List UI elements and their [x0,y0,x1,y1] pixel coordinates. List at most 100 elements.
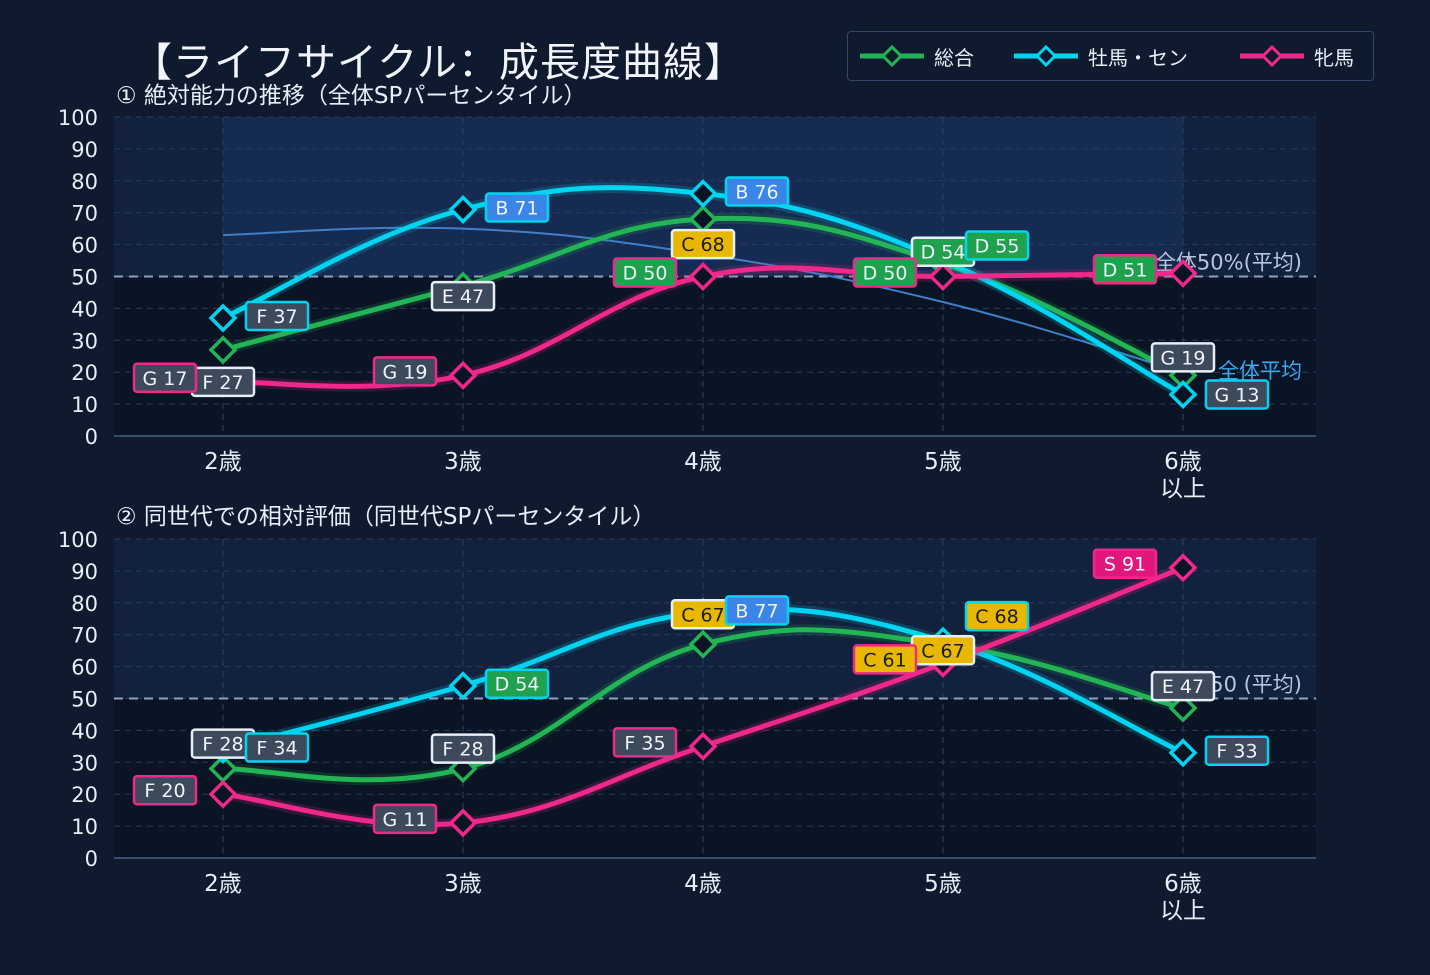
data-label-text: F 28 [442,739,483,761]
data-label-text: D 50 [623,263,668,285]
series-marker [688,179,718,209]
data-label: G 13 [1204,379,1270,410]
data-label-text: C 67 [681,604,724,626]
legend-label-female: 牝馬 [1314,45,1354,70]
y-tick-label: 20 [71,783,98,807]
data-label: E 47 [1150,670,1216,702]
data-label-text: C 61 [863,649,906,671]
data-label-text: G 19 [1161,347,1206,369]
data-label-text: B 77 [735,600,778,622]
data-label: D 55 [964,230,1030,261]
y-tick-label: 100 [58,528,98,552]
data-label: C 67 [910,635,976,666]
y-tick-label: 10 [71,393,98,417]
series-marker [448,195,478,224]
data-label-text: E 47 [442,286,484,308]
y-tick-label: 90 [71,560,98,584]
data-label: F 34 [244,732,310,763]
data-label-text: F 20 [144,780,185,802]
x-tick-label: 5歳 [924,871,962,897]
data-label-text: F 27 [202,372,243,394]
data-label-text: B 71 [495,198,538,220]
data-label: C 68 [964,600,1030,632]
data-label: F 35 [612,727,678,758]
data-label-text: D 54 [495,674,540,696]
series-marker [208,303,238,333]
legend-item-female: 牝馬 [1240,32,1354,80]
average-curve-label: 全体平均 [1218,359,1302,383]
y-tick-label: 10 [71,815,98,839]
page-title: 【ライフサイクル：成長度曲線】 [132,40,745,86]
y-tick-label: 90 [71,138,98,162]
x-tick-label: 3歳 [444,449,482,475]
data-label-text: F 35 [624,732,665,754]
legend-item-male: 牡馬・セン [1014,32,1188,80]
y-tick-label: 60 [71,234,98,258]
series-marker [1168,380,1198,410]
data-label-text: F 28 [202,734,243,756]
series-marker [448,808,478,838]
series-marker [688,731,718,761]
y-tick-label: 50 [71,266,98,290]
data-label: F 33 [1204,735,1270,766]
y-tick-label: 70 [71,202,98,226]
data-label-text: F 33 [1216,741,1257,763]
y-tick-label: 80 [71,170,98,194]
x-tick-label: 4歳 [684,449,722,475]
x-tick-label: 5歳 [924,449,962,475]
data-label: G 17 [132,362,198,394]
y-tick-label: 30 [71,329,98,353]
x-tick-label: 2歳 [204,871,242,897]
data-label: D 50 [852,257,918,288]
x-tick-label: 6歳以上 [1160,449,1206,502]
y-tick-label: 100 [58,106,98,130]
data-label: C 61 [852,644,918,675]
series-marker [1168,738,1198,768]
data-label-text: E 47 [1162,676,1204,698]
data-label: G 19 [1150,342,1216,373]
data-label: D 54 [910,236,976,267]
data-label-text: G 19 [383,361,428,383]
chart-title: ① 絶対能力の推移（全体SPパーセンタイル） [116,83,586,109]
series-marker [688,629,718,659]
data-label-text: D 54 [921,242,966,264]
series-marker [208,779,238,809]
series-marker [1168,258,1198,288]
chart-title: ② 同世代での相対評価（同世代SPパーセンタイル） [116,504,655,530]
y-tick-label: 30 [71,751,98,775]
legend-swatch-male-icon [1014,44,1078,68]
y-tick-label: 0 [85,425,98,449]
series-marker [1168,553,1198,583]
y-tick-label: 50 [71,688,98,712]
x-tick-label: 6歳以上 [1160,871,1206,924]
x-tick-label: 3歳 [444,871,482,897]
data-label: G 19 [372,356,438,387]
data-label-text: G 17 [143,368,188,390]
y-tick-label: 70 [71,624,98,648]
data-label-text: F 34 [256,738,297,760]
y-tick-label: 80 [71,592,98,616]
data-label-text: G 11 [383,809,428,831]
data-label-text: S 91 [1104,554,1146,576]
x-tick-label: 2歳 [204,449,242,475]
data-label: F 37 [244,300,310,332]
data-label: F 28 [430,733,496,764]
legend: 総合 牡馬・セン 牝馬 [847,31,1374,81]
data-label-text: C 67 [921,640,964,662]
data-label: F 27 [190,366,256,398]
legend-item-overall: 総合 [860,32,974,80]
y-tick-label: 0 [85,847,98,871]
data-label: F 28 [190,728,256,759]
data-label-text: F 37 [256,306,297,328]
legend-swatch-female-icon [1240,44,1304,68]
data-label: B 71 [484,192,550,223]
y-tick-label: 40 [71,297,98,321]
data-label: D 54 [484,668,550,699]
data-label: F 20 [132,774,198,806]
data-label: B 76 [724,176,790,207]
legend-swatch-overall-icon [860,44,924,68]
data-label-text: C 68 [681,234,724,256]
